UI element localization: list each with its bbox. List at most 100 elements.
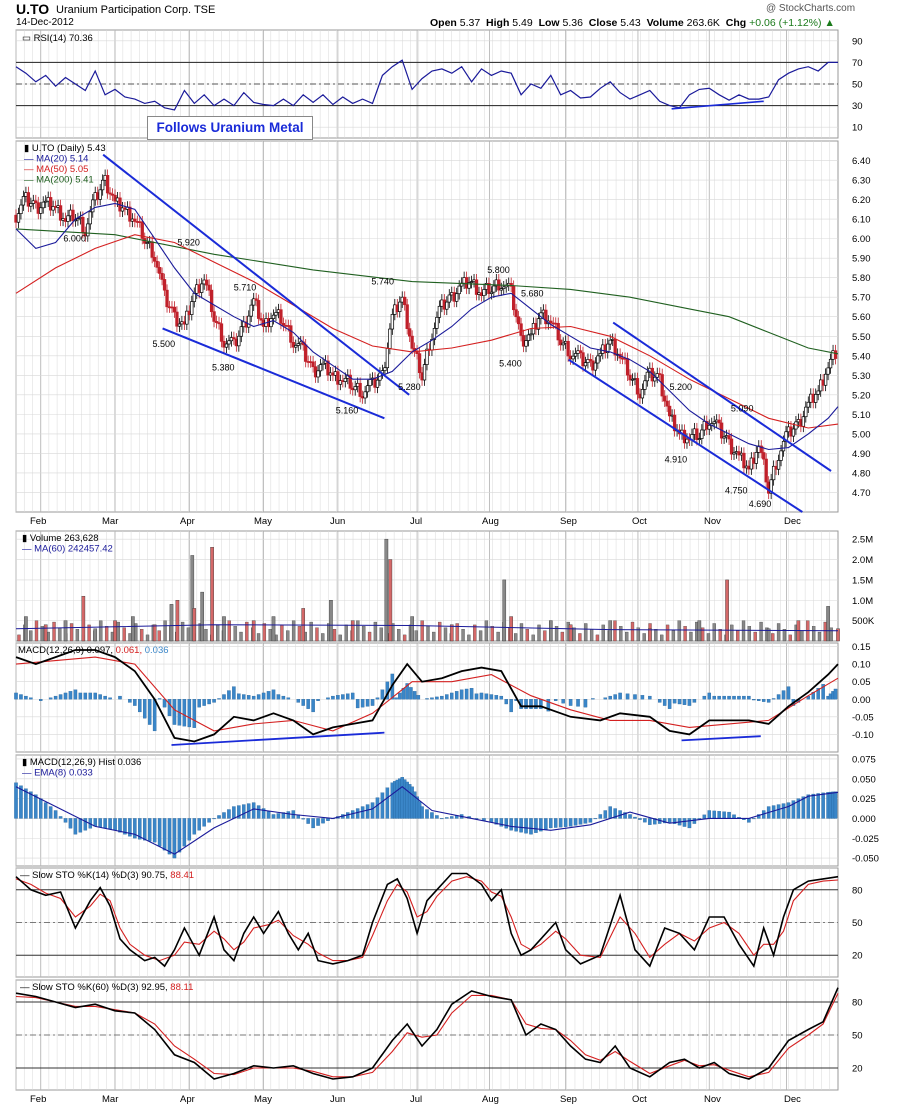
volume-bar bbox=[227, 620, 231, 642]
open-label: Open bbox=[430, 17, 457, 29]
hist-bar bbox=[509, 818, 513, 831]
macd-hist-bar bbox=[657, 699, 662, 703]
hist-bar bbox=[306, 818, 310, 824]
price-candle bbox=[172, 306, 177, 313]
macd-hist-bar bbox=[172, 699, 177, 725]
hist-bar bbox=[603, 810, 608, 819]
volume-bar bbox=[268, 629, 272, 642]
price-candle bbox=[771, 465, 776, 481]
hist-bar bbox=[83, 818, 88, 831]
price-candle bbox=[214, 321, 219, 323]
month-label: Apr bbox=[180, 516, 195, 527]
volume-bar bbox=[262, 623, 267, 642]
ma20-line bbox=[15, 202, 839, 451]
hist-bar bbox=[573, 818, 578, 826]
price-candle bbox=[663, 395, 667, 402]
macd-hist-bar bbox=[147, 699, 152, 725]
price-candle bbox=[321, 362, 325, 366]
ma200-line bbox=[15, 228, 839, 355]
high-label: High bbox=[486, 17, 510, 29]
price-candle bbox=[358, 382, 362, 397]
volume-bar bbox=[753, 631, 757, 642]
macd-hist-bar bbox=[833, 688, 838, 700]
hist-bar bbox=[29, 791, 33, 819]
volume-bar bbox=[836, 628, 840, 642]
price-candle bbox=[375, 379, 380, 388]
price-candle bbox=[759, 445, 763, 453]
y-tick-label: 500K bbox=[852, 616, 875, 627]
hist-bar bbox=[232, 806, 236, 819]
volume-bar bbox=[414, 630, 418, 642]
price-candle bbox=[227, 340, 231, 345]
macd-hist-bar bbox=[162, 699, 167, 708]
y-tick-label: -0.025 bbox=[852, 834, 879, 845]
volume-bar bbox=[210, 547, 214, 642]
price-candle bbox=[190, 301, 194, 315]
price-candle bbox=[165, 289, 169, 308]
macd-hist-bar bbox=[246, 695, 251, 700]
price-legend-entry: — MA(200) 5.41 bbox=[24, 175, 94, 186]
sto60-legend: — Slow STO %K(60) %D(3) 92.95, 88.11 bbox=[20, 982, 193, 993]
macd-trendline bbox=[171, 731, 385, 746]
macd-hist-bar bbox=[583, 699, 588, 708]
volume-bar bbox=[826, 606, 830, 642]
hist-bar bbox=[286, 811, 291, 819]
y-tick-label: 2.5M bbox=[852, 535, 873, 546]
hist-bar bbox=[712, 810, 716, 819]
macd-hist-bar bbox=[484, 693, 489, 700]
price-candle bbox=[239, 326, 243, 337]
macd-hist-bar bbox=[93, 692, 97, 700]
hist-bar bbox=[791, 800, 796, 819]
price-candle bbox=[34, 200, 38, 204]
rsi-line bbox=[15, 59, 838, 111]
hist-bar bbox=[811, 793, 815, 819]
price-trendline bbox=[612, 321, 832, 472]
price-candle bbox=[410, 335, 414, 349]
volume-bar bbox=[116, 621, 120, 642]
price-candle bbox=[247, 315, 251, 328]
hist-bar bbox=[182, 818, 187, 847]
price-candle bbox=[269, 318, 273, 328]
hist-bar bbox=[801, 796, 806, 819]
hist-bar bbox=[93, 818, 97, 827]
price-candle bbox=[128, 206, 132, 222]
month-label: Jun bbox=[330, 516, 345, 527]
month-label: Jul bbox=[410, 516, 422, 527]
hist-bar bbox=[786, 802, 791, 819]
price-candle bbox=[363, 391, 367, 399]
price-candle bbox=[408, 328, 412, 337]
low-value: 5.36 bbox=[562, 17, 583, 29]
y-tick-label: 50 bbox=[852, 918, 863, 929]
price-point-label: 5.800 bbox=[487, 265, 510, 275]
price-candle bbox=[304, 344, 308, 362]
volume-bar bbox=[584, 623, 588, 642]
price-point-label: 4.910 bbox=[665, 454, 688, 464]
price-candle bbox=[296, 343, 300, 346]
chart-date: 14-Dec-2012 bbox=[16, 17, 74, 28]
macd-hist-bar bbox=[346, 693, 350, 700]
price-candle bbox=[217, 322, 221, 325]
volume-bar bbox=[397, 629, 401, 642]
price-candle bbox=[474, 279, 479, 295]
hist-bar bbox=[494, 818, 499, 825]
hist-bar bbox=[113, 818, 117, 831]
price-candle bbox=[98, 189, 102, 200]
price-candle bbox=[318, 364, 323, 372]
hist-bar bbox=[628, 814, 632, 819]
hist-bar bbox=[242, 804, 246, 819]
price-candle bbox=[732, 452, 736, 455]
price-candle bbox=[192, 292, 196, 302]
volume-bar bbox=[43, 624, 48, 642]
price-candle bbox=[628, 374, 632, 381]
hist-bar bbox=[529, 818, 533, 835]
macd-hist-bar bbox=[365, 699, 370, 707]
hist-bar bbox=[420, 806, 424, 819]
volume-bar bbox=[502, 579, 507, 642]
price-candle bbox=[806, 401, 810, 408]
hist-bar bbox=[499, 818, 504, 827]
price-candle bbox=[598, 353, 602, 357]
hist-bar bbox=[355, 808, 360, 819]
macd-hist-bar bbox=[192, 699, 197, 728]
price-candle bbox=[742, 452, 746, 469]
price-point-label: 4.750 bbox=[725, 486, 748, 496]
